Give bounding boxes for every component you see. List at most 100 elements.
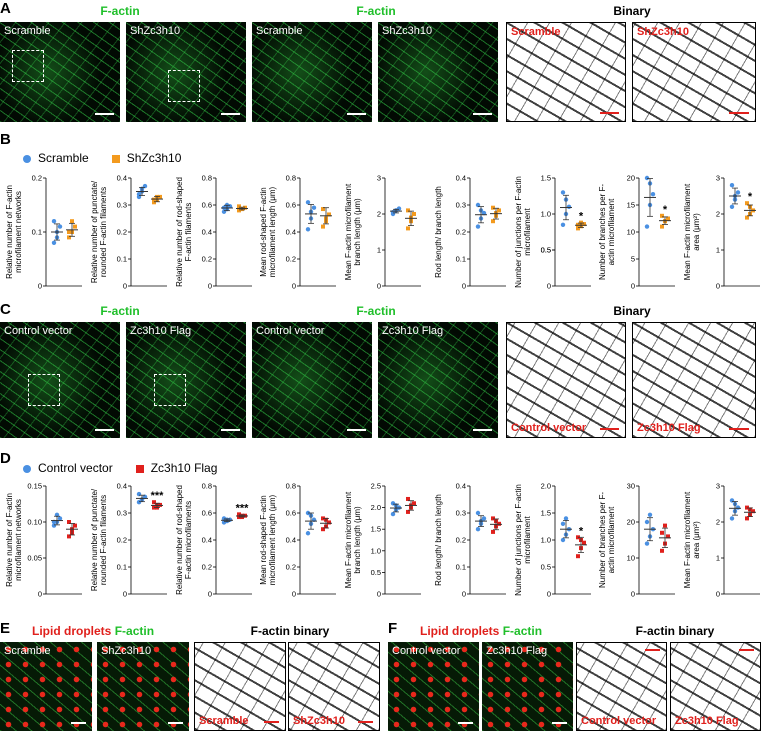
y-tick-label: 0 <box>631 282 635 291</box>
y-tick-label: 30 <box>627 482 635 491</box>
chart: 0 0.2 0.4 0.6 0.8 <box>201 174 252 291</box>
legend-marker <box>111 155 120 163</box>
y-tick-label: 1.0 <box>540 210 550 219</box>
data-point <box>560 222 565 227</box>
panel-header: F-actin <box>100 4 140 18</box>
y-tick-label: 10 <box>627 228 635 237</box>
data-point <box>67 235 71 240</box>
y-tick-label: 0.10 <box>27 518 42 527</box>
scale-bar <box>599 112 619 114</box>
chart: 0 0.1 0.2 0.3 0.4 <box>116 174 167 291</box>
legend-label: ShZc3h10 <box>126 151 182 165</box>
y-tick-label: 0.8 <box>201 174 211 183</box>
y-tick-label: 15 <box>627 201 635 210</box>
data-point <box>660 224 665 229</box>
data-point <box>496 521 501 526</box>
data-point <box>51 219 57 224</box>
micrograph: Scramble <box>194 642 286 731</box>
y-tick-label: 1.0 <box>540 536 550 545</box>
data-point <box>406 208 411 213</box>
y-tick-label: 0.4 <box>286 228 296 237</box>
scale-bar <box>94 429 114 431</box>
y-tick-label: 0.3 <box>116 509 126 518</box>
y-tick-label: 0.5 <box>371 568 381 577</box>
image-label: Control vector <box>4 325 73 337</box>
data-point <box>730 204 735 209</box>
scale-bar <box>645 649 660 651</box>
chart: 00.51.00.51.5* <box>540 174 591 291</box>
y-tick-label: 0.4 <box>201 536 211 545</box>
data-point <box>406 509 411 514</box>
data-point <box>70 219 74 224</box>
y-tick-label: 1.5 <box>371 525 381 534</box>
significance: *** <box>235 502 249 514</box>
y-tick-label: 1 <box>716 246 720 255</box>
data-point <box>496 208 501 213</box>
scale-bar <box>458 722 473 724</box>
panel-header: F-actin <box>356 304 396 318</box>
data-point <box>745 215 750 220</box>
y-tick-label: 0 <box>38 590 42 599</box>
data-point <box>651 192 656 197</box>
data-point <box>666 534 671 539</box>
data-point <box>236 512 241 517</box>
micrograph: Control vector <box>506 322 626 438</box>
panel-header: F-actin <box>356 4 396 18</box>
panel-header: F-actin binary <box>635 624 715 638</box>
stain-label: Lipid droplets <box>32 624 112 638</box>
micrograph: ShZc3h10 <box>97 642 189 731</box>
data-point <box>645 175 650 181</box>
panel-header: Binary <box>613 304 651 318</box>
y-tick-label: 0 <box>292 282 296 291</box>
chart: 0 1 2 3 <box>716 482 761 599</box>
micrograph: Control vector <box>388 642 479 731</box>
data-point <box>475 527 481 532</box>
data-point <box>660 530 665 535</box>
micrograph: Zc3h10 Flag <box>378 322 498 438</box>
y-tick-label: 0 <box>292 590 296 599</box>
scale-bar <box>552 722 567 724</box>
y-tick-label: 0.3 <box>455 509 465 518</box>
image-label: Control vector <box>392 645 461 657</box>
data-point <box>730 183 735 188</box>
data-point <box>475 224 481 229</box>
y-tick-label: 0.5 <box>540 563 550 572</box>
data-point <box>481 516 487 521</box>
panel-header: Binary <box>613 4 651 18</box>
panel-letter: A <box>0 0 11 17</box>
data-point <box>151 197 156 202</box>
data-point <box>730 498 735 503</box>
y-tick-label: 0 <box>38 282 42 291</box>
data-point <box>236 208 241 213</box>
y-tick-label: 5 <box>631 255 635 264</box>
data-point <box>575 226 580 231</box>
data-point <box>327 212 332 217</box>
panel-letter: F <box>388 620 398 637</box>
legend-symbol <box>111 155 120 163</box>
y-tick-label: 0 <box>377 590 381 599</box>
y-tick-label: 0.6 <box>201 201 211 210</box>
data-point <box>327 520 332 525</box>
data-point <box>321 527 326 532</box>
image-label: Zc3h10 Flag <box>637 422 701 434</box>
y-tick-label: 0.3 <box>116 201 126 210</box>
scale-bar <box>358 721 373 723</box>
y-tick-label: 0.1 <box>116 255 126 264</box>
image-label: ShZc3h10 <box>130 25 181 37</box>
y-tick-label: 1.0 <box>371 546 381 555</box>
significance: * <box>663 204 668 216</box>
y-tick-label: 2.0 <box>371 503 381 512</box>
y-tick-label: 1.5 <box>540 509 550 518</box>
scale-bar <box>94 113 114 115</box>
image-label: Zc3h10 Flag <box>130 325 192 337</box>
chart: 0 10 20 30 <box>627 482 676 599</box>
scale-bar <box>71 722 86 724</box>
data-point <box>581 222 586 227</box>
y-tick-label: 0.1 <box>455 255 465 264</box>
y-tick-label: 0.6 <box>286 201 296 210</box>
data-point <box>560 537 565 543</box>
zoom-box <box>154 374 186 406</box>
y-tick-label: 0 <box>716 282 720 291</box>
image-label: Zc3h10 Flag <box>486 645 548 657</box>
data-point <box>648 512 653 517</box>
